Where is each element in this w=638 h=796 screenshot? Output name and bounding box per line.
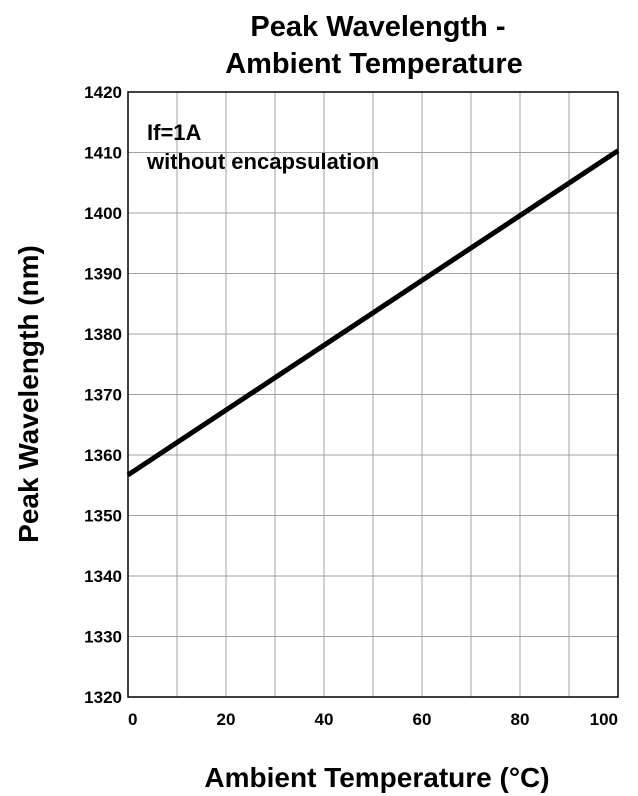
x-tick-label: 40 — [315, 710, 334, 729]
y-tick-label: 1360 — [84, 446, 122, 465]
y-tick-label: 1370 — [84, 386, 122, 405]
y-tick-label: 1390 — [84, 265, 122, 284]
y-tick-label: 1380 — [84, 325, 122, 344]
annotation-current: If=1A — [147, 120, 202, 145]
y-axis-title: Peak Wavelength (nm) — [13, 245, 44, 543]
y-tick-label: 1320 — [84, 688, 122, 707]
series-lines — [126, 148, 620, 478]
x-axis-title: Ambient Temperature (°C) — [204, 762, 549, 793]
annotation-condition: without encapsulation — [146, 149, 379, 174]
x-tick-label: 100 — [590, 710, 618, 729]
chart-title-line-2: Ambient Temperature — [225, 48, 523, 80]
series-line — [126, 148, 620, 478]
y-tick-label: 1420 — [84, 83, 122, 102]
chart-title-line-1: Peak Wavelength - — [250, 11, 505, 43]
y-tick-label: 1340 — [84, 567, 122, 586]
y-tick-label: 1410 — [84, 144, 122, 163]
x-axis-ticks: 0 20 40 60 80 100 — [128, 710, 618, 729]
grid-lines — [128, 92, 618, 697]
y-tick-label: 1350 — [84, 507, 122, 526]
x-tick-label: 0 — [128, 710, 137, 729]
plot-area — [127, 91, 619, 698]
x-tick-label: 60 — [413, 710, 432, 729]
y-axis-ticks: 1320 1330 1340 1350 1360 1370 1380 1390 1400 1410… — [84, 83, 122, 707]
x-tick-label: 20 — [217, 710, 236, 729]
y-tick-label: 1400 — [84, 204, 122, 223]
x-tick-label: 80 — [511, 710, 530, 729]
y-tick-label: 1330 — [84, 628, 122, 647]
